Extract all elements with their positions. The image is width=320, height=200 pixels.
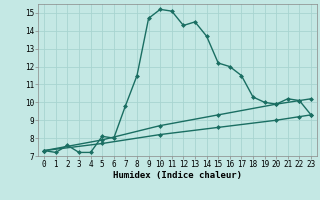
- X-axis label: Humidex (Indice chaleur): Humidex (Indice chaleur): [113, 171, 242, 180]
